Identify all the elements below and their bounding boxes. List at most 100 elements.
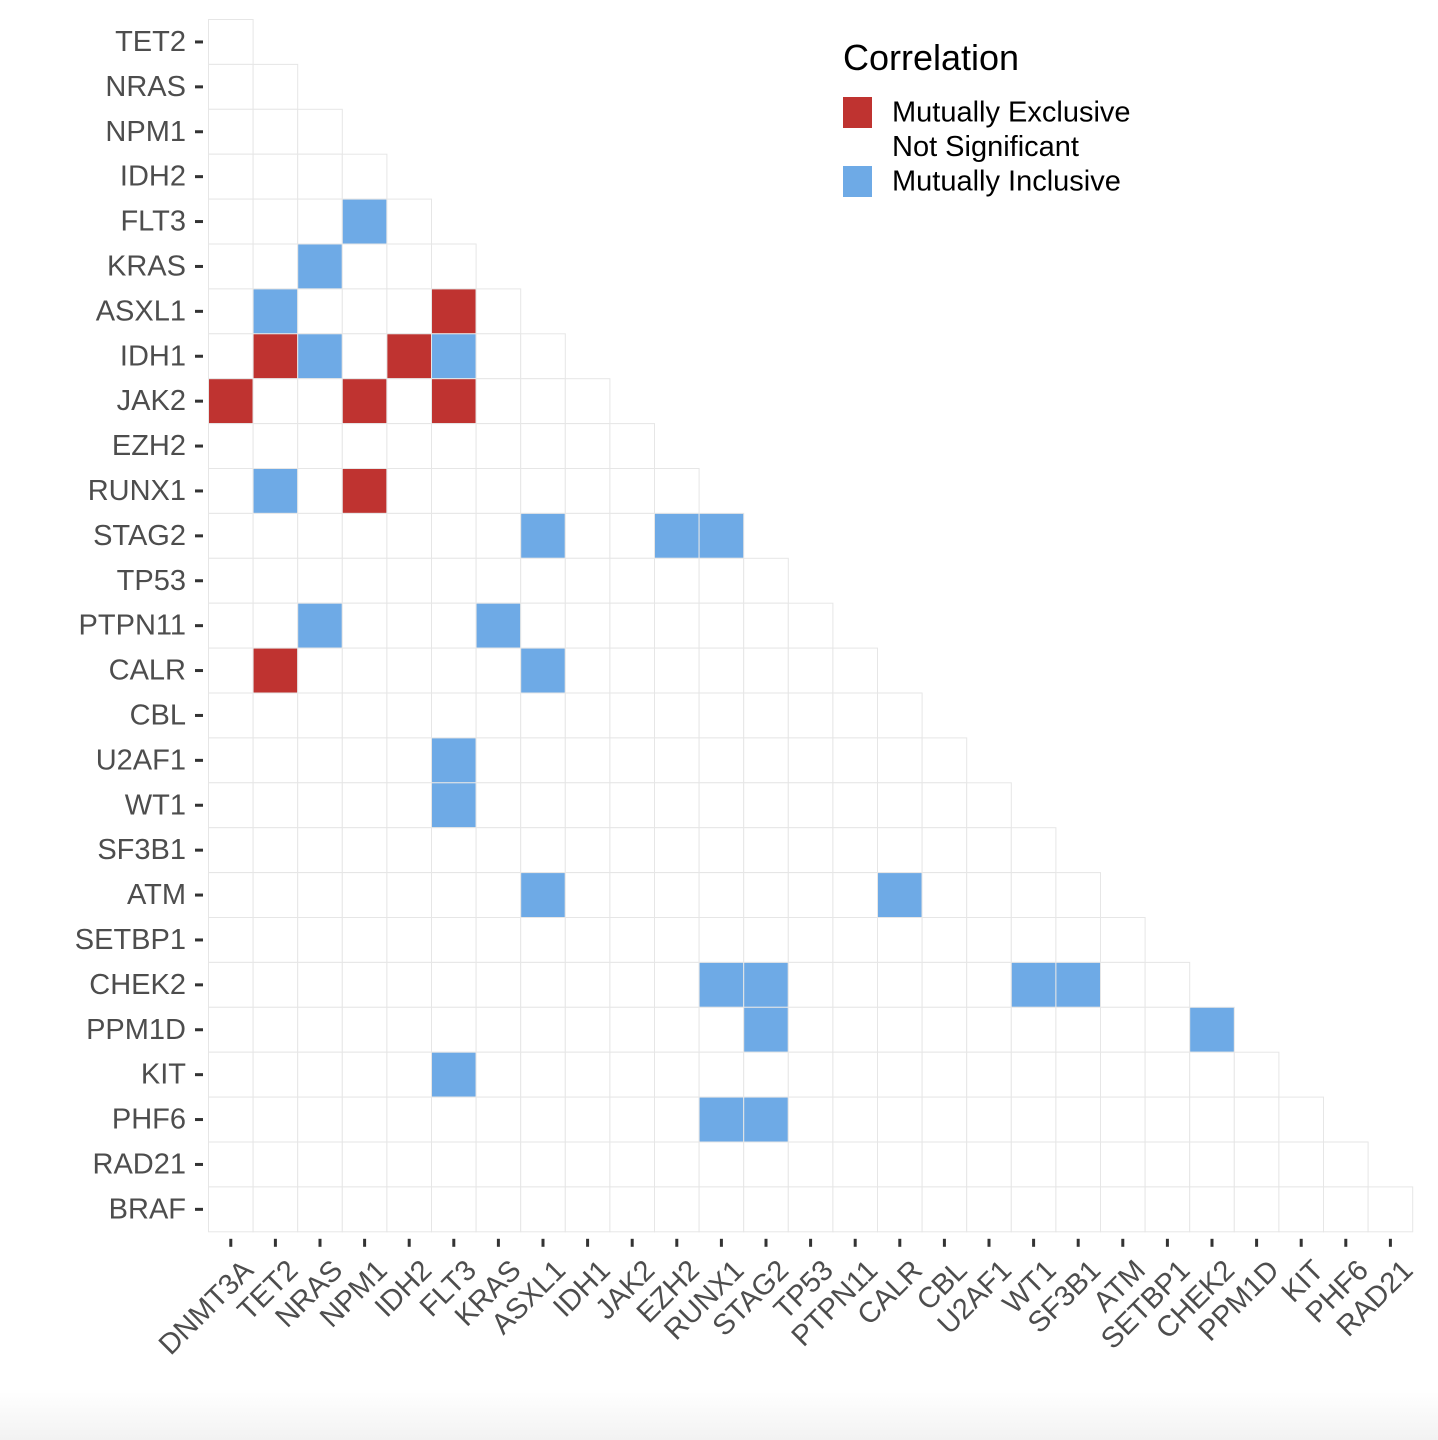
heatmap-cell-rad21-calr <box>877 1141 923 1188</box>
heatmap-cell-wt1-calr <box>877 782 923 829</box>
heatmap-cell-braf-flt3 <box>431 1186 477 1233</box>
heatmap-cell-kit-stag2 <box>743 1051 789 1098</box>
heatmap-cell-ptpn11-idh2 <box>386 602 432 649</box>
heatmap-cell-braf-kras <box>475 1186 522 1233</box>
heatmap-cell-runx1-kras <box>475 468 522 514</box>
heatmap-cell-runx1-jak2 <box>609 468 656 514</box>
heatmap-cell-phf6-idh1 <box>564 1096 611 1143</box>
heatmap-cell-asxl1-flt3 <box>431 288 477 335</box>
heatmap-cell-runx1-ezh2 <box>654 468 700 514</box>
y-tick-label-rad21: RAD21 <box>93 1148 187 1180</box>
heatmap-cell-rad21-kit <box>1278 1141 1325 1188</box>
heatmap-cell-phf6-tp53 <box>787 1096 834 1143</box>
heatmap-cell-braf-ezh2 <box>654 1186 700 1233</box>
heatmap-cell-kit-dnmt3a <box>208 1051 254 1098</box>
heatmap-cell-wt1-idh1 <box>564 782 611 829</box>
heatmap-cell-asxl1-tet2 <box>252 288 299 335</box>
heatmap-cell-ppm1d-chek2 <box>1189 1006 1235 1053</box>
heatmap-cell-atm-cbl <box>921 872 968 918</box>
legend-label-not-significant: Not Significant <box>892 131 1079 163</box>
heatmap-cell-atm-wt1 <box>1010 872 1057 918</box>
heatmap-cell-idh1-flt3 <box>431 333 477 380</box>
y-tick-label-tp53: TP53 <box>117 565 186 597</box>
heatmap-cell-kras-nras <box>297 243 343 290</box>
heatmap-cell-chek2-asxl1 <box>520 961 566 1008</box>
heatmap-cell-runx1-npm1 <box>341 468 388 514</box>
y-tick-label-cbl: CBL <box>130 699 186 731</box>
heatmap-cell-idh1-nras <box>297 333 343 380</box>
heatmap-cell-asxl1-kras <box>475 288 522 335</box>
heatmap-cell-ppm1d-nras <box>297 1006 343 1053</box>
heatmap-cell-rad21-nras <box>297 1141 343 1188</box>
heatmap-cell-sf3b1-ptpn11 <box>832 827 879 874</box>
heatmap-cell-cbl-tp53 <box>787 692 834 739</box>
heatmap-cell-wt1-kras <box>475 782 522 829</box>
heatmap-cell-phf6-ptpn11 <box>832 1096 879 1143</box>
heatmap-cell-ppm1d-kras <box>475 1006 522 1053</box>
heatmap-cell-setbp1-atm <box>1100 917 1146 963</box>
heatmap-cell-braf-npm1 <box>341 1186 388 1233</box>
heatmap-cell-tp53-flt3 <box>431 557 477 604</box>
heatmap-cell-chek2-runx1 <box>698 961 745 1008</box>
heatmap-cell-tp53-idh1 <box>564 557 611 604</box>
heatmap-cell-setbp1-runx1 <box>698 917 745 963</box>
legend-key-mutually-inclusive <box>843 166 872 197</box>
heatmap-cell-setbp1-asxl1 <box>520 917 566 963</box>
heatmap-cell-jak2-flt3 <box>431 378 477 425</box>
heatmap-cell-setbp1-nras <box>297 917 343 963</box>
heatmap-cell-braf-atm <box>1100 1186 1146 1233</box>
heatmap-cell-braf-ppm1d <box>1233 1186 1280 1233</box>
heatmap-cell-setbp1-dnmt3a <box>208 917 254 963</box>
heatmap-cell-stag2-kras <box>475 512 522 559</box>
heatmap-cell-setbp1-ptpn11 <box>832 917 879 963</box>
heatmap-cell-kit-idh2 <box>386 1051 432 1098</box>
heatmap-cell-ppm1d-asxl1 <box>520 1006 566 1053</box>
heatmap-cell-u2af1-idh1 <box>564 737 611 784</box>
y-tick-label-wt1: WT1 <box>125 789 186 821</box>
heatmap-cell-npm1-dnmt3a <box>208 108 254 155</box>
heatmap-cell-idh1-tet2 <box>252 333 299 380</box>
heatmap-cell-braf-sf3b1 <box>1055 1186 1102 1233</box>
heatmap-cell-wt1-dnmt3a <box>208 782 254 829</box>
heatmap-cell-cbl-dnmt3a <box>208 692 254 739</box>
heatmap-cell-phf6-atm <box>1100 1096 1146 1143</box>
heatmap-cell-phf6-asxl1 <box>520 1096 566 1143</box>
heatmap-cell-kit-sf3b1 <box>1055 1051 1102 1098</box>
heatmap-cell-atm-idh2 <box>386 872 432 918</box>
heatmap-cell-runx1-dnmt3a <box>208 468 254 514</box>
heatmap-cell-npm1-nras <box>297 108 343 155</box>
heatmap-cell-cbl-kras <box>475 692 522 739</box>
heatmap-cell-ezh2-nras <box>297 423 343 470</box>
y-tick-label-braf: BRAF <box>109 1193 186 1225</box>
heatmap-cell-u2af1-runx1 <box>698 737 745 784</box>
heatmap-cell-cbl-jak2 <box>609 692 656 739</box>
heatmap-cell-rad21-kras <box>475 1141 522 1188</box>
heatmap-cell-ppm1d-atm <box>1100 1006 1146 1053</box>
heatmap-cell-ppm1d-stag2 <box>743 1006 789 1053</box>
heatmap-cell-calr-nras <box>297 647 343 694</box>
y-tick-label-tet2: TET2 <box>115 26 186 58</box>
heatmap-cell-ezh2-idh2 <box>386 423 432 470</box>
heatmap-cell-braf-runx1 <box>698 1186 745 1233</box>
y-tick-label-npm1: NPM1 <box>105 116 186 148</box>
heatmap-cell-u2af1-npm1 <box>341 737 388 784</box>
heatmap-cell-kit-u2af1 <box>966 1051 1012 1098</box>
y-tick-label-calr: CALR <box>109 655 186 687</box>
heatmap-cell-setbp1-tet2 <box>252 917 299 963</box>
heatmap-cell-jak2-kras <box>475 378 522 425</box>
heatmap-cell-sf3b1-stag2 <box>743 827 789 874</box>
y-axis: TET2 NRAS NPM1 IDH2 FLT3 KRAS ASXL1 IDH1 JAK2 EZH… <box>75 26 203 1225</box>
heatmap-cell-chek2-tp53 <box>787 961 834 1008</box>
heatmap-cell-calr-runx1 <box>698 647 745 694</box>
heatmap-cell-chek2-atm <box>1100 961 1146 1008</box>
heatmap-cell-wt1-u2af1 <box>966 782 1012 829</box>
heatmap-cell-rad21-idh2 <box>386 1141 432 1188</box>
heatmap-cell-braf-kit <box>1278 1186 1325 1233</box>
heatmap-cells <box>208 19 1414 1233</box>
bottom-fade <box>0 1392 1438 1440</box>
y-tick-label-idh2: IDH2 <box>120 161 186 193</box>
heatmap-cell-runx1-idh1 <box>564 468 611 514</box>
heatmap-cell-ppm1d-cbl <box>921 1006 968 1053</box>
heatmap-cell-ptpn11-runx1 <box>698 602 745 649</box>
heatmap-cell-wt1-nras <box>297 782 343 829</box>
